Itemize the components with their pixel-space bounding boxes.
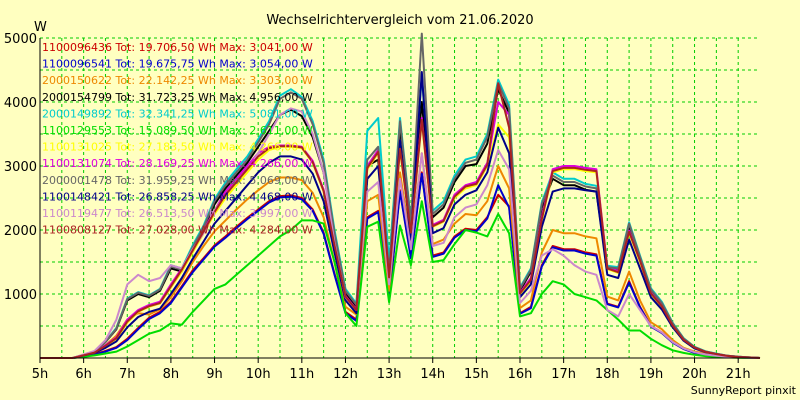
axes — [39, 38, 760, 363]
legend-entry-1100131074: 1100131074 Tot: 28.169,25 Wh Max: 4.266,… — [42, 157, 313, 170]
legend-entry-1100129553: 1100129553 Tot: 15.089,50 Wh Max: 2.611,… — [42, 124, 313, 137]
y-tick-label: 2000 — [4, 224, 37, 239]
series-line-1100129553 — [40, 200, 761, 359]
legend: 1100096436 Tot: 19.706,50 Wh Max: 3.041,… — [42, 41, 313, 237]
series-line-1100119477 — [40, 107, 761, 359]
series-line-1100808127 — [40, 82, 761, 359]
x-tick-label: 15h — [464, 367, 489, 382]
series-line-1100148421 — [40, 71, 761, 359]
x-tick-label: 5h — [32, 367, 49, 382]
x-tick-label: 8h — [163, 367, 180, 382]
x-tick-label: 10h — [246, 367, 271, 382]
x-tick-label: 17h — [551, 367, 576, 382]
y-tick-label: 5000 — [4, 32, 37, 47]
y-axis-unit: W — [34, 20, 47, 35]
x-tick-label: 13h — [377, 367, 402, 382]
x-tick-label: 16h — [508, 367, 533, 382]
y-tick-label: 1000 — [4, 288, 37, 303]
x-tick-label: 12h — [333, 367, 358, 382]
x-tick-label: 7h — [119, 367, 136, 382]
series-line-1100096541 — [40, 172, 761, 359]
x-tick-label: 18h — [595, 367, 620, 382]
legend-entry-1100096541: 1100096541 Tot: 19.675,75 Wh Max: 3.054,… — [42, 58, 313, 71]
x-tick-label: 21h — [726, 367, 751, 382]
legend-entry-2000150622: 2000150622 Tot: 22.142,25 Wh Max: 3.303,… — [42, 74, 313, 87]
series-line-2000001478 — [40, 32, 761, 359]
legend-entry-1100808127: 1100808127 Tot: 27.028,00 Wh Max: 4.284,… — [42, 224, 313, 237]
y-tick-label: 4000 — [4, 96, 37, 111]
x-tick-label: 20h — [682, 367, 707, 382]
chart-title: Wechselrichtervergleich vom 21.06.2020 — [266, 13, 533, 28]
legend-entry-1100119477: 1100119477 Tot: 26.513,50 Wh Max: 3.997,… — [42, 207, 313, 220]
series-lines — [40, 32, 761, 359]
x-tick-label: 6h — [75, 367, 92, 382]
legend-entry-2000154799: 2000154799 Tot: 31.723,25 Wh Max: 4.956,… — [42, 91, 313, 104]
legend-entry-1100096436: 1100096436 Tot: 19.706,50 Wh Max: 3.041,… — [42, 41, 313, 54]
legend-entry-2000149892: 2000149892 Tot: 32.341,25 Wh Max: 5.081,… — [42, 107, 313, 120]
tick-labels: 5h 6h 7h 8h 9h 10h 11h 12h 13h 14h 15h 16h 17h 18h 19h… — [4, 32, 751, 382]
x-tick-label: 9h — [206, 367, 223, 382]
x-tick-label: 19h — [639, 367, 664, 382]
x-tick-label: 11h — [289, 367, 314, 382]
y-tick-label: 3000 — [4, 160, 37, 175]
footer-credit: SunnyReport pinxit — [691, 384, 797, 397]
x-tick-label: 14h — [420, 367, 445, 382]
legend-entry-1100148421: 1100148421 Tot: 26.858,25 Wh Max: 4.468,… — [42, 190, 313, 203]
legend-entry-1100131025: 1100131025 Tot: 27.183,50 Wh Max: 4.266,… — [42, 141, 313, 154]
legend-entry-2000001478: 2000001478 Tot: 31.959,25 Wh Max: 5.069,… — [42, 174, 313, 187]
